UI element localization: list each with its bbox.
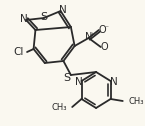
Text: N: N — [20, 14, 28, 24]
Text: N: N — [59, 5, 66, 15]
Text: CH₃: CH₃ — [51, 102, 67, 112]
Text: Cl: Cl — [13, 47, 24, 57]
Text: CH₃: CH₃ — [128, 97, 144, 105]
Text: N: N — [75, 77, 83, 87]
Text: ⁻: ⁻ — [104, 24, 108, 33]
Text: +: + — [90, 32, 95, 37]
Text: O: O — [101, 42, 108, 52]
Text: N: N — [85, 32, 92, 42]
Text: S: S — [64, 73, 71, 83]
Text: S: S — [40, 12, 47, 22]
Text: O: O — [99, 25, 106, 35]
Text: N: N — [109, 77, 117, 87]
